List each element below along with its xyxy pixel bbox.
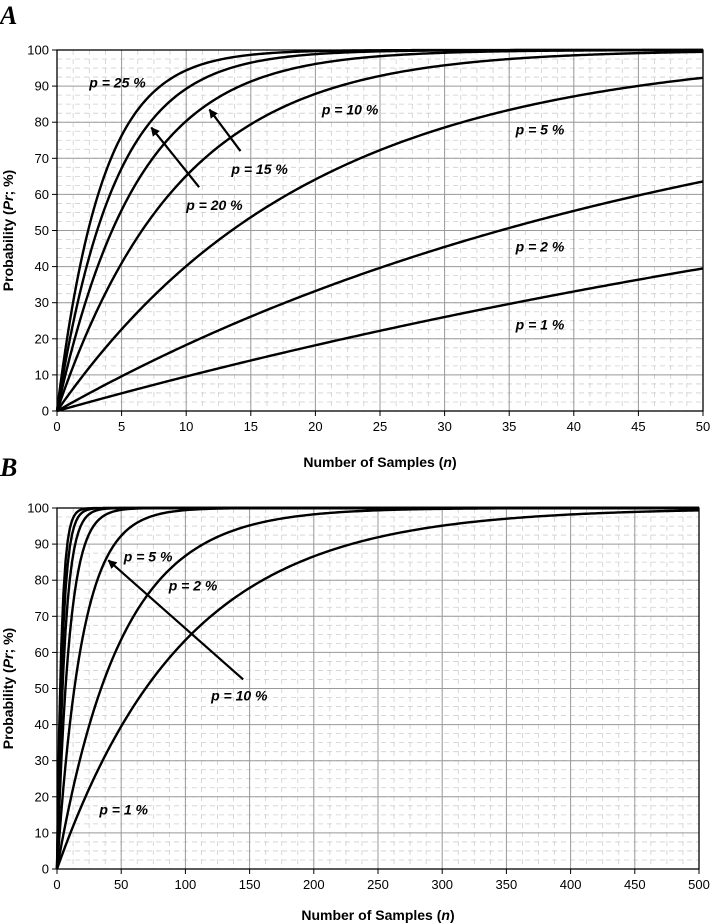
y-tick-label: 20: [35, 331, 49, 346]
curve-label: p = 5 %: [123, 549, 173, 565]
curve-label: p = 25 %: [88, 74, 146, 90]
curve-label: p = 2 %: [515, 239, 565, 255]
y-tick-label: 80: [35, 115, 49, 130]
curve-label: p = 10 %: [321, 102, 379, 118]
y-tick-label: 40: [35, 259, 49, 274]
x-tick-label: 300: [431, 877, 453, 892]
panel-letter-a: A: [0, 1, 17, 30]
x-tick-label: 20: [308, 419, 322, 434]
x-tick-label: 45: [631, 419, 645, 434]
series-line-p1: [56, 267, 704, 413]
x-tick-label: 30: [437, 419, 451, 434]
x-tick-label: 25: [373, 419, 387, 434]
panel-letter-b: B: [0, 453, 17, 482]
y-tick-label: 50: [35, 223, 49, 238]
curve-label: p = 20 %: [185, 197, 243, 213]
x-tick-label: 350: [496, 877, 518, 892]
series-line-p10: [55, 50, 704, 412]
x-tick-label: 0: [53, 877, 60, 892]
y-tick-label: 80: [35, 573, 49, 588]
y-tick-label: 30: [35, 295, 49, 310]
x-tick-label: 400: [560, 877, 582, 892]
x-tick-label: 10: [179, 419, 193, 434]
y-tick-label: 70: [35, 609, 49, 624]
y-tick-label: 10: [35, 367, 49, 382]
series-line-p25: [55, 506, 699, 870]
y-tick-label: 100: [27, 43, 49, 58]
y-axis-title: Probability (Pr; %): [0, 628, 16, 749]
y-tick-label: 90: [35, 79, 49, 94]
x-tick-label: 35: [502, 419, 516, 434]
x-axis-title: Number of Samples (n): [301, 907, 454, 923]
x-tick-label: 5: [118, 419, 125, 434]
chart-panel-b: 0 50 100 150 200 250 300 350 400 450 500 0 10 20 30 40 5…: [0, 501, 710, 924]
y-tick-label: 10: [35, 825, 49, 840]
x-tick-label: 200: [303, 877, 325, 892]
series-line-p1: [55, 509, 700, 870]
series-line-p2: [56, 180, 704, 413]
annotation-arrow: [150, 126, 200, 188]
curve-label: p = 5 %: [515, 121, 565, 137]
curve-label: p = 2 %: [168, 578, 218, 594]
curve-label: p = 1 %: [98, 801, 148, 817]
curve-label: p = 15 %: [230, 161, 288, 177]
annotation-arrow: [107, 559, 244, 681]
y-axis-title: Probability (Pr; %): [0, 170, 16, 291]
y-tick-label: 60: [35, 645, 49, 660]
y-tick-label: 50: [35, 681, 49, 696]
x-tick-label: 100: [175, 877, 197, 892]
x-tick-label: 250: [367, 877, 389, 892]
y-tick-label: 60: [35, 187, 49, 202]
y-tick-label: 0: [42, 862, 49, 877]
series-line-p5: [56, 76, 704, 412]
y-tick-label: 0: [42, 404, 49, 419]
y-tick-label: 30: [35, 753, 49, 768]
x-tick-label: 50: [114, 877, 128, 892]
y-tick-label: 20: [35, 789, 49, 804]
x-axis-title: Number of Samples (n): [303, 454, 456, 470]
x-tick-label: 0: [53, 419, 60, 434]
annotation-arrow: [208, 108, 242, 152]
x-tick-label: 450: [624, 877, 646, 892]
y-tick-label: 90: [35, 537, 49, 552]
y-tick-label: 40: [35, 717, 49, 732]
x-tick-label: 15: [244, 419, 258, 434]
x-tick-label: 150: [239, 877, 261, 892]
series-line-p25: [55, 48, 703, 412]
y-tick-label: 100: [27, 501, 49, 516]
chart-panel-a: 0 5 10 15 20 25 30 35 40 45 50 0 10 20 30 40 50 60 70 80 90 1…: [0, 43, 710, 471]
x-tick-label: 500: [688, 877, 710, 892]
x-tick-label: 50: [696, 419, 710, 434]
curve-label: p = 10 %: [210, 688, 268, 704]
curve-label: p = 1 %: [515, 316, 565, 332]
x-tick-label: 40: [567, 419, 581, 434]
y-tick-label: 70: [35, 151, 49, 166]
